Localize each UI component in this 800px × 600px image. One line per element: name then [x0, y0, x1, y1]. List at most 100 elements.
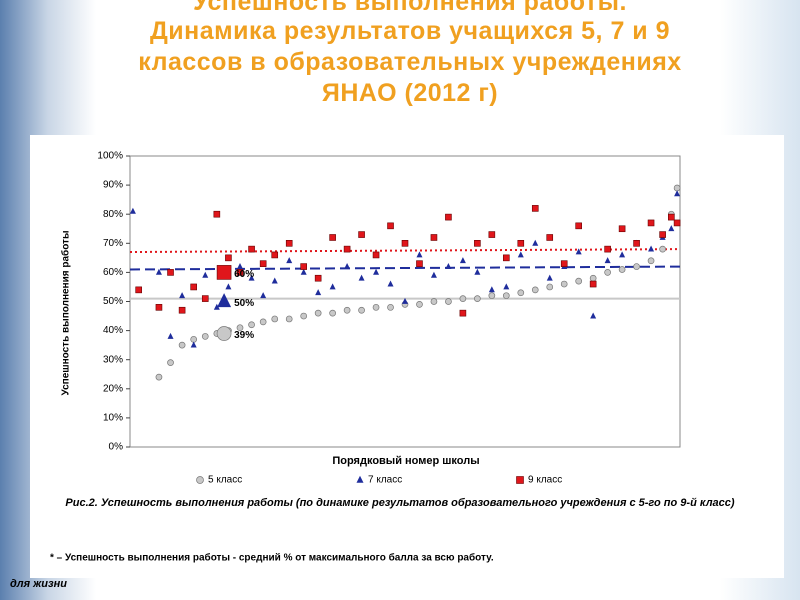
data-point	[647, 257, 655, 265]
data-point	[237, 262, 243, 269]
data-point	[474, 295, 481, 302]
data-point	[300, 312, 308, 320]
y-tick-label: 50%	[103, 296, 123, 307]
y-tick-label: 80%	[103, 209, 123, 220]
data-point	[546, 274, 553, 281]
highlight-label: 60%	[234, 269, 254, 280]
data-point	[259, 318, 267, 326]
data-point	[300, 263, 307, 270]
data-point	[633, 263, 640, 270]
data-point	[560, 260, 568, 267]
data-point	[260, 292, 267, 299]
data-point	[179, 292, 186, 299]
data-point	[517, 251, 524, 258]
data-point	[248, 274, 255, 281]
y-tick-label: 40%	[103, 325, 123, 336]
data-point	[532, 239, 539, 246]
data-point	[225, 254, 232, 262]
data-point	[648, 245, 655, 252]
data-point	[300, 268, 307, 275]
data-point	[202, 271, 209, 278]
data-point	[271, 251, 279, 259]
data-point	[201, 295, 209, 302]
data-point	[531, 205, 539, 212]
data-point	[315, 289, 322, 296]
data-point	[225, 283, 232, 290]
data-point	[373, 268, 380, 275]
legend-label: 9 класс	[528, 475, 562, 486]
data-point	[673, 219, 681, 227]
data-point	[285, 240, 293, 247]
y-tick-label: 10%	[103, 413, 123, 424]
side-text: для жизни	[10, 578, 67, 590]
data-point	[659, 231, 666, 238]
y-tick-label: 20%	[103, 383, 123, 394]
data-point	[387, 280, 394, 287]
data-point	[155, 268, 162, 275]
data-point	[343, 306, 351, 314]
data-point	[201, 333, 209, 340]
data-point	[459, 257, 466, 264]
y-tick-label: 30%	[103, 354, 123, 365]
data-point	[503, 283, 510, 290]
data-point	[402, 297, 408, 304]
highlight-label: 39%	[234, 330, 254, 341]
legend-label: 7 класс	[368, 475, 402, 486]
data-point	[271, 315, 279, 323]
data-point	[285, 315, 293, 323]
data-point	[167, 359, 174, 366]
data-point	[358, 231, 365, 238]
data-point	[474, 268, 481, 275]
legend-label: 5 класс	[208, 475, 242, 486]
x-axis-label: Порядковый номер школы	[332, 455, 479, 467]
data-point	[575, 222, 582, 230]
data-point	[155, 373, 163, 381]
title-line: Успешность выполнения работы.	[193, 0, 627, 16]
data-point	[619, 251, 626, 258]
data-point	[213, 303, 220, 310]
data-point	[178, 306, 186, 314]
data-point	[329, 309, 336, 317]
data-point	[488, 231, 496, 238]
data-point	[372, 303, 380, 311]
data-point	[674, 190, 681, 197]
data-point	[167, 269, 174, 276]
reference-line	[129, 248, 681, 254]
data-point	[271, 277, 278, 284]
data-point	[589, 280, 597, 288]
data-point	[647, 219, 655, 227]
data-point	[416, 260, 423, 267]
data-point	[343, 245, 351, 253]
data-point	[618, 266, 626, 273]
data-point	[430, 298, 438, 305]
data-point	[358, 274, 365, 281]
data-point	[488, 292, 496, 300]
data-point	[618, 225, 626, 233]
data-point	[190, 335, 198, 343]
highlight-point	[217, 293, 232, 308]
data-point	[445, 298, 452, 305]
title-line: ЯНАО (2012 г)	[321, 79, 499, 107]
data-point	[589, 274, 597, 282]
title-line: Динамика результатов учащихся 5, 7 и 9	[149, 17, 671, 45]
y-axis-label: Успешность выполнения работы	[60, 231, 72, 396]
data-point	[344, 262, 351, 269]
data-point	[502, 292, 510, 300]
data-point	[248, 321, 255, 329]
data-point	[135, 286, 142, 294]
data-point	[387, 303, 394, 311]
data-point	[387, 222, 394, 230]
data-point	[517, 240, 525, 247]
data-point	[430, 234, 438, 241]
data-point	[236, 269, 244, 276]
data-point	[155, 304, 163, 311]
data-point	[604, 245, 611, 253]
caption: Рис.2. Успешность выполнения работы (по …	[65, 497, 734, 509]
title-line: классов в образовательных учреждениях	[138, 48, 682, 76]
data-point	[575, 248, 582, 255]
data-point	[314, 274, 322, 282]
data-point	[546, 234, 554, 241]
reference-line	[129, 265, 681, 271]
data-point	[416, 301, 423, 308]
